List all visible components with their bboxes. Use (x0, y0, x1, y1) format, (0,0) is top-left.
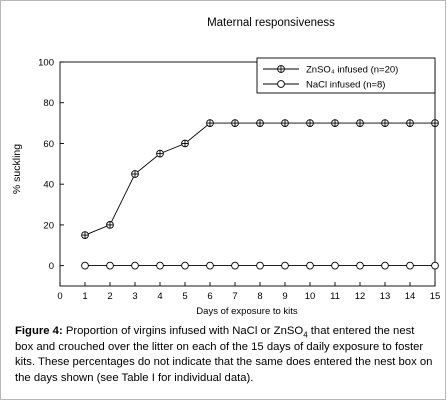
series-2-point (356, 261, 364, 270)
series-2-point (131, 261, 139, 270)
series-1-line (84, 122, 435, 236)
x-tick-label: 14 (405, 291, 416, 302)
series-2-point (256, 261, 264, 270)
series-2-point (406, 261, 414, 270)
y-tick-label: 40 (43, 180, 54, 191)
x-tick-label: 5 (182, 291, 187, 302)
x-tick-label: 13 (380, 291, 391, 302)
series-2-point (306, 261, 314, 270)
plot-frame (59, 61, 436, 287)
series-2-point (106, 261, 114, 270)
x-tick-label: 8 (257, 291, 262, 302)
x-tick-label: 15 (430, 291, 441, 302)
x-tick-label: 9 (282, 291, 287, 302)
series-2-point (381, 261, 389, 270)
caption-label: Figure 4: (15, 325, 63, 337)
legend-label-1: ZnSO₄ infused (n=20) (306, 65, 398, 76)
caption-subscript: 4 (303, 330, 308, 340)
series-2-point (156, 261, 164, 270)
x-tick-label: 7 (232, 291, 237, 302)
x-tick-label: 0 (57, 291, 62, 302)
figure-caption: Figure 4: Proportion of virgins infused … (15, 324, 433, 386)
y-axis-label: % suckling (11, 144, 23, 194)
x-tick-label: 2 (107, 291, 112, 302)
x-tick-label: 3 (132, 291, 137, 302)
x-tick-label: 4 (157, 291, 162, 302)
series-2-point (431, 261, 439, 270)
y-tick-label: 100 (38, 58, 54, 69)
x-tick-label: 12 (355, 291, 366, 302)
legend-label-2: NaCl infused (n=8) (306, 80, 385, 91)
y-tick-label: 20 (43, 220, 54, 231)
series-2-point (281, 261, 289, 270)
y-tick-label: 0 (49, 261, 54, 272)
x-tick-label: 10 (305, 291, 316, 302)
legend-box (256, 57, 436, 94)
x-axis-label: Days of exposure to kits (196, 306, 298, 317)
series-2-point (331, 261, 339, 270)
chart-title: Maternal responsiveness (207, 17, 335, 29)
caption-text-part-2: that entered the nest box and crouched o… (15, 325, 433, 384)
y-tick-label: 60 (43, 139, 54, 150)
series-2-point (81, 261, 89, 270)
series-2-point (181, 261, 189, 270)
caption-text-part-1: Proportion of virgins infused with NaCl … (62, 325, 304, 337)
y-tick-label: 80 (43, 98, 54, 109)
legend-marker-2 (277, 80, 285, 88)
x-tick-label: 1 (82, 291, 87, 302)
x-tick-label: 11 (330, 291, 340, 302)
series-2-point (231, 261, 239, 270)
x-tick-label: 6 (207, 291, 212, 302)
series-2-point (206, 261, 214, 270)
